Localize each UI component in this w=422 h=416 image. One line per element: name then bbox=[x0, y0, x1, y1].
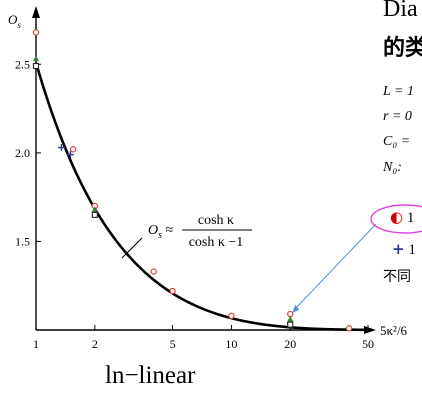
data-point-plus bbox=[66, 151, 74, 159]
x-axis-arrow bbox=[364, 326, 376, 334]
fit-curve bbox=[34, 62, 369, 332]
data-point-triangle bbox=[287, 316, 294, 322]
param-L: L = 1 bbox=[383, 84, 414, 99]
y-tick-label: 1.5 bbox=[15, 234, 30, 248]
annotation-arrow-head bbox=[292, 304, 300, 313]
x-tick-label: 5 bbox=[170, 337, 176, 351]
panel-title-line2: 的类 bbox=[383, 35, 422, 60]
x-tick-label: 2 bbox=[92, 337, 98, 351]
param-C0: C₀ = bbox=[383, 134, 411, 149]
panel-footer-text: 不同 bbox=[383, 270, 411, 285]
x-tick-label: 10 bbox=[225, 337, 237, 351]
param-r: r = 0 bbox=[383, 109, 412, 124]
axes: Os 5κ²/6 1.5 2.0 2.5 1 2 5 10 20 50 bbox=[8, 6, 408, 351]
data-point-square bbox=[287, 321, 294, 328]
legend-plus-text: 1 bbox=[408, 242, 416, 258]
legend-circle-item: ◐ 1 bbox=[390, 208, 414, 227]
annotation-arrow-line bbox=[293, 223, 377, 311]
y-axis-label: Os bbox=[8, 12, 21, 30]
legend-circle-text: 1 bbox=[406, 210, 415, 226]
y-tick-label: 2.5 bbox=[15, 57, 30, 71]
data-point-circle bbox=[32, 29, 40, 36]
formula-lhs: Os ≈ bbox=[148, 223, 174, 241]
data-point-square bbox=[32, 63, 40, 70]
data-point-triangle bbox=[33, 55, 39, 62]
formula-numerator: cosh κ bbox=[198, 213, 234, 228]
data-point-triangle bbox=[91, 206, 98, 212]
param-N0: N₀: bbox=[383, 160, 402, 175]
x-axis-label: 5κ²/6 bbox=[380, 323, 408, 338]
data-point-circle bbox=[345, 325, 353, 332]
formula-leader-line bbox=[121, 237, 143, 259]
curve-layer: Os ≈ cosh κ cosh κ −1 bbox=[34, 62, 369, 332]
x-tick-label: 50 bbox=[362, 337, 374, 351]
legend-plus-marker: + bbox=[392, 240, 405, 258]
data-point-circle bbox=[169, 287, 176, 295]
data-point-square bbox=[91, 211, 98, 218]
data-point-circle bbox=[69, 146, 77, 153]
points-layer bbox=[32, 29, 353, 332]
annotation-layer bbox=[292, 204, 422, 313]
data-point-circle bbox=[287, 310, 294, 318]
bottom-caption: ln−linear bbox=[105, 362, 196, 389]
legend-plus-item: + 1 bbox=[392, 240, 416, 259]
panel-title-line1: Dia bbox=[383, 0, 418, 22]
x-tick-label: 1 bbox=[33, 337, 39, 351]
data-point-plus bbox=[57, 144, 65, 152]
legend-highlight-ellipse bbox=[370, 204, 422, 234]
data-point-circle bbox=[150, 268, 157, 275]
y-axis-arrow bbox=[32, 6, 40, 18]
x-tick-label: 20 bbox=[284, 337, 296, 351]
formula-denominator: cosh κ −1 bbox=[189, 235, 244, 250]
data-point-circle bbox=[228, 312, 235, 320]
y-tick-label: 2.0 bbox=[15, 146, 30, 160]
legend-circle-marker: ◐ bbox=[390, 208, 404, 226]
